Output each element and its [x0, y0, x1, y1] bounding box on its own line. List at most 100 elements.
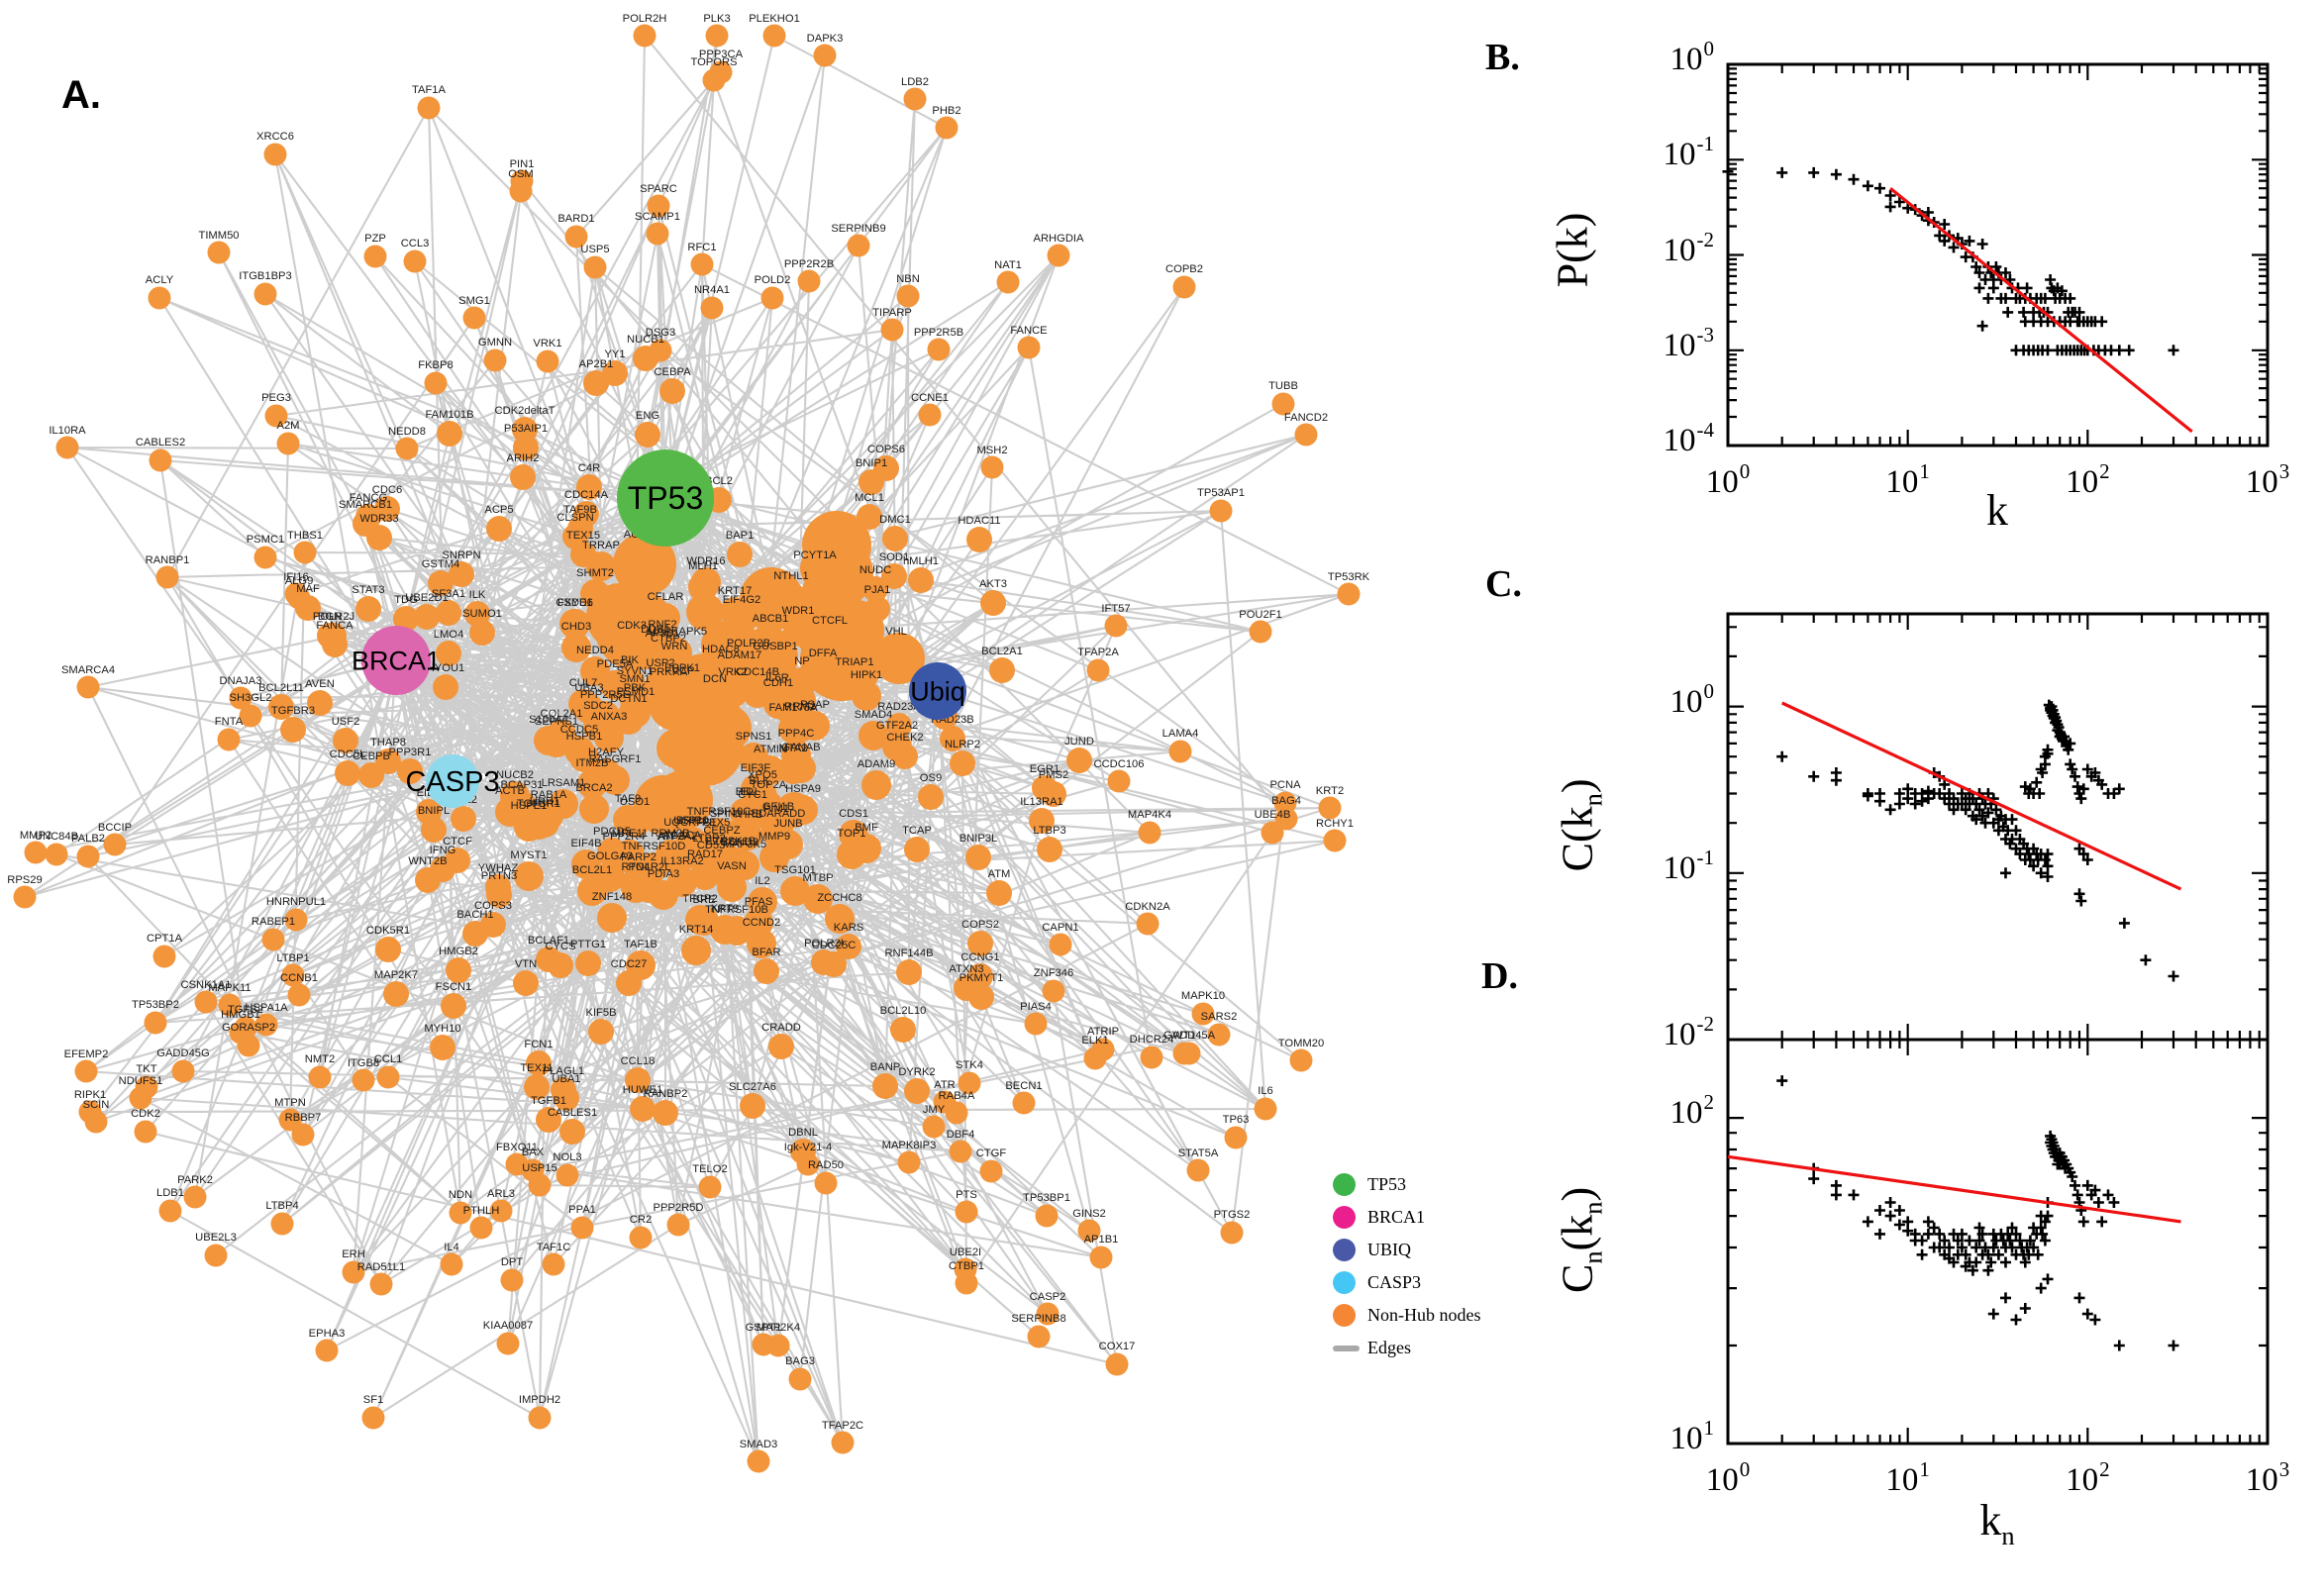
network-node: [280, 717, 306, 743]
network-node-label: CCND2: [743, 917, 781, 929]
network-node: [376, 1065, 400, 1089]
network-node: [1220, 1221, 1244, 1245]
network-node-label: CTCF: [443, 836, 472, 848]
network-node: [570, 1216, 594, 1240]
network-node-label: ACACA: [663, 830, 702, 842]
network-node-label: MMP9: [758, 831, 790, 843]
network-node-label: IL4: [444, 1242, 459, 1253]
network-node-label: NUDC: [859, 564, 891, 576]
network-node: [278, 1108, 302, 1132]
network-node: [509, 179, 533, 203]
panel-d-label: D.: [1481, 955, 1518, 997]
network-node: [430, 856, 455, 882]
network-node-label: TIPARP: [872, 307, 912, 319]
network-node-label: KRT9: [711, 903, 739, 915]
network-node-label: PEG3: [261, 392, 291, 404]
network-node-label: UBE2I: [950, 1247, 981, 1258]
legend-label: Edges: [1367, 1338, 1411, 1357]
network-node: [649, 880, 678, 910]
x-tick-label: 103: [2245, 459, 2290, 500]
network-node: [551, 1077, 576, 1103]
hub-node-tp53: [617, 449, 714, 547]
network-node-label: RANBP2: [644, 1088, 688, 1100]
network-node: [980, 590, 1006, 616]
network-node-label: TP63: [1223, 1114, 1250, 1126]
network-node-label: ARHGDIA: [1034, 233, 1085, 245]
network-node: [561, 633, 591, 662]
network-node-label: WT1: [1172, 1030, 1196, 1042]
network-node: [691, 567, 721, 597]
network-node: [786, 753, 816, 783]
network-node-label: JUND: [1064, 736, 1094, 748]
network-node-label: CABLES2: [136, 437, 185, 449]
network-node-label: IL6: [1258, 1085, 1273, 1097]
network-node: [1086, 658, 1110, 682]
network-node-label: CTGF: [976, 1147, 1007, 1159]
network-node-label: WNT2B: [408, 855, 447, 867]
network-node-label: POLR2H: [623, 13, 667, 25]
network-node: [486, 882, 512, 908]
network-node: [614, 705, 644, 735]
network-node-label: CDK2: [131, 1108, 160, 1120]
network-node-label: YY1: [604, 349, 625, 360]
network-node: [1077, 1219, 1101, 1243]
network-node-label: TFAP2A: [1077, 647, 1119, 658]
network-node-label: THRB: [733, 809, 762, 821]
x-tick-label: 101: [1885, 459, 1930, 500]
network-node: [148, 286, 171, 310]
network-node-label: DSG3: [646, 327, 675, 339]
network-node: [261, 928, 285, 951]
network-node-label: EIF4B: [570, 838, 601, 849]
hub-node-label: TP53: [628, 480, 703, 516]
network-node-label: MAP3K5: [723, 839, 766, 850]
x-tick-label: 102: [2066, 1457, 2110, 1498]
network-node: [709, 60, 733, 84]
network-node: [647, 194, 670, 218]
scatter-points-c: [1776, 699, 2179, 982]
hub-node-label: BRCA1: [352, 646, 441, 675]
network-node-label: COPS6: [867, 444, 905, 455]
network-node-label: UBE2D1: [405, 592, 449, 604]
network-node-label: PEX5: [702, 817, 731, 829]
network-node-label: VRK2: [718, 666, 747, 678]
network-node-label: IL13RA2: [660, 855, 704, 867]
network-node: [718, 678, 748, 708]
network-node-label: SUMO1: [462, 608, 502, 620]
network-node-label: XRCC6: [256, 131, 294, 143]
network-node-label: EPHA3: [309, 1328, 346, 1340]
network-node-label: H2AFY: [588, 747, 625, 758]
network-node-label: HSPA9: [785, 783, 821, 795]
network-node: [234, 1016, 257, 1040]
network-node-label: RFC1: [687, 242, 716, 253]
network-node: [375, 748, 401, 774]
network-node-label: PPP2R5E: [580, 689, 630, 701]
network-node: [653, 1100, 678, 1126]
network-node-label: PHB2: [932, 105, 960, 117]
network-node-label: PALB2: [71, 833, 105, 845]
network-node-label: PPA1: [568, 1204, 596, 1216]
network-node-label: CDH1: [763, 677, 793, 689]
network-node: [776, 582, 806, 612]
network-node-label: MMP2: [20, 830, 51, 842]
x-tick-label: 101: [1885, 1457, 1930, 1498]
network-node-label: GSPT1: [746, 1322, 782, 1334]
network-node-label: POLR2I: [804, 938, 844, 949]
network-node-label: SYVN1: [617, 665, 654, 677]
network-node: [1037, 837, 1062, 862]
network-node: [568, 689, 598, 719]
network-node: [352, 1068, 375, 1092]
network-node-label: KRT14: [679, 924, 714, 936]
network-node-label: DBNL: [788, 1127, 818, 1139]
legend-node-swatch: [1333, 1173, 1356, 1196]
network-node: [559, 1119, 585, 1145]
network-node-label: TP53BP2: [132, 999, 179, 1011]
network-node: [1066, 748, 1092, 773]
network-node-label: PPP2R5B: [914, 327, 963, 339]
network-node-label: OSM: [508, 168, 533, 180]
network-node-label: CEBPA: [654, 366, 691, 378]
network-node-label: TAF1C: [537, 1242, 571, 1253]
network-node: [263, 143, 287, 166]
network-node-label: SMN1: [619, 673, 650, 685]
network-node-label: BCL2L10: [880, 1005, 927, 1017]
network-node: [571, 849, 601, 879]
